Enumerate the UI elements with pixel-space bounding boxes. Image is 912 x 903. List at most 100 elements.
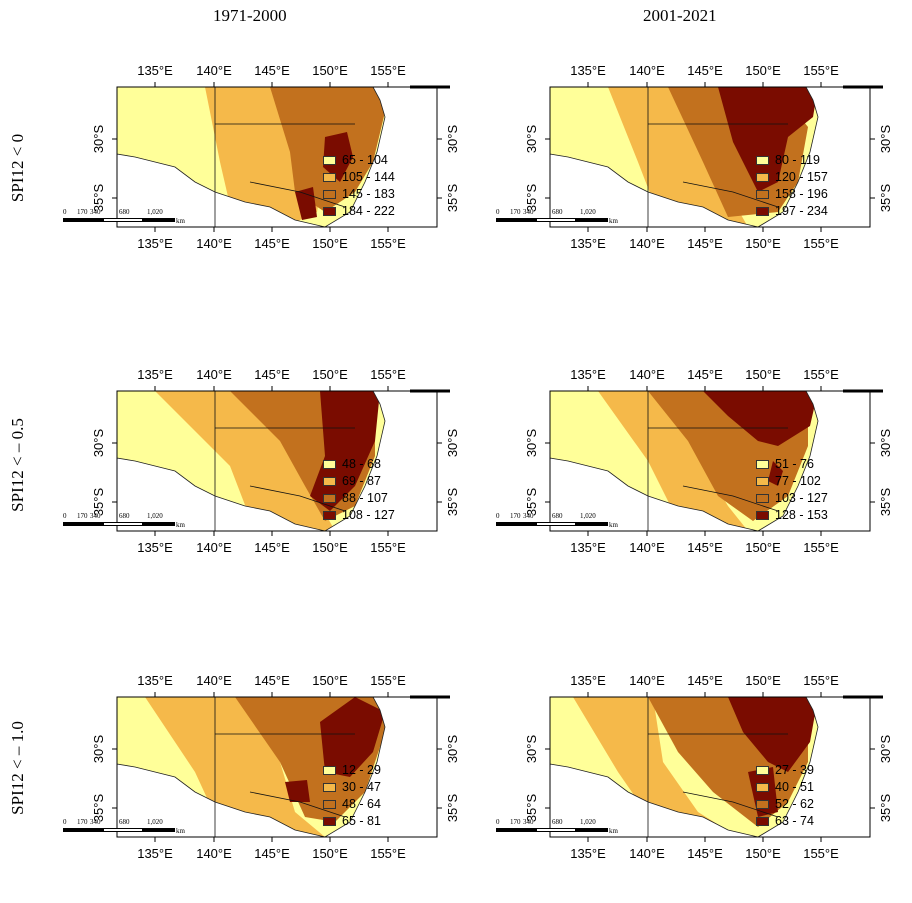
scale-label: 170	[77, 208, 88, 216]
scale-label: 0	[496, 818, 500, 826]
lat-tick-label-left: 30°S	[524, 735, 539, 764]
lon-tick-label-bottom: 150°E	[745, 236, 781, 251]
lat-tick-label-left: 35°S	[91, 794, 106, 823]
scale-label: 170	[77, 818, 88, 826]
zone-class-2	[608, 87, 748, 227]
scale-bar-segment	[496, 828, 536, 832]
legend: 65 - 104 105 - 144 145 - 183 184 - 222	[323, 152, 395, 220]
legend-label: 48 - 64	[342, 797, 381, 811]
lon-tick-label-top: 155°E	[803, 367, 839, 382]
legend-item: 105 - 144	[323, 169, 395, 186]
lon-tick-label-bottom: 135°E	[570, 846, 606, 861]
lat-tick-label-left: 30°S	[91, 429, 106, 458]
legend-label: 88 - 107	[342, 491, 388, 505]
map-frame	[116, 390, 438, 532]
scale-bar: 0 170 340 680 1,020 km	[496, 512, 666, 534]
lon-tick-label-bottom: 155°E	[370, 540, 406, 555]
legend-swatch	[323, 190, 336, 199]
scale-bar: 0 170 340 680 1,020 km	[63, 512, 233, 534]
lat-tick-label-right: 35°S	[878, 794, 893, 823]
scale-bar: 0 170 340 680 1,020 km	[496, 818, 666, 840]
lon-tick-label-top: 140°E	[196, 673, 232, 688]
lon-tick-label-bottom: 135°E	[137, 540, 173, 555]
legend-label: 128 - 153	[775, 508, 828, 522]
lon-tick-label-top: 140°E	[629, 673, 665, 688]
legend-swatch	[323, 817, 336, 826]
lat-tick-label-left: 30°S	[91, 125, 106, 154]
scale-bar: 0 170 340 680 1,020 km	[63, 818, 233, 840]
legend-swatch	[323, 460, 336, 469]
lon-tick-label-top: 145°E	[254, 63, 290, 78]
legend-item: 69 - 87	[323, 473, 395, 490]
scale-bar-segment	[103, 218, 143, 222]
lon-tick-label-top: 145°E	[687, 63, 723, 78]
legend-item: 184 - 222	[323, 203, 395, 220]
legend-swatch	[323, 477, 336, 486]
legend-label: 120 - 157	[775, 170, 828, 184]
lat-tick-label-left: 30°S	[524, 429, 539, 458]
lat-tick-label-right: 35°S	[445, 794, 460, 823]
scale-label: 170	[510, 512, 521, 520]
scale-label: 0	[63, 208, 67, 216]
scale-label: 340	[90, 208, 101, 216]
lat-tick-label-right: 35°S	[878, 488, 893, 517]
lat-tick-label-left: 35°S	[524, 488, 539, 517]
legend-label: 77 - 102	[775, 474, 821, 488]
lon-tick-label-top: 135°E	[570, 63, 606, 78]
state-borders	[647, 87, 788, 227]
legend-label: 12 - 29	[342, 763, 381, 777]
zone-class-2	[145, 697, 325, 837]
scale-label: 340	[523, 512, 534, 520]
map-svg: 135°E 135°E 140°E 140°E 145°E 145°E 150°E 150°E…	[524, 367, 893, 555]
scale-bar-segment	[496, 218, 536, 222]
legend-item: 128 - 153	[756, 507, 828, 524]
coastline	[549, 86, 819, 228]
scale-bar-segment	[576, 828, 608, 832]
state-borders	[214, 697, 355, 837]
lon-tick-label-top: 155°E	[370, 673, 406, 688]
legend-label: 103 - 127	[775, 491, 828, 505]
map-svg: 135°E 135°E 140°E 140°E 145°E 145°E 150°E 150°E…	[524, 673, 893, 861]
lon-tick-label-bottom: 135°E	[137, 236, 173, 251]
legend-label: 27 - 39	[775, 763, 814, 777]
coastline	[116, 390, 386, 532]
lat-tick-label-right: 30°S	[878, 125, 893, 154]
lon-tick-label-bottom: 145°E	[254, 846, 290, 861]
lon-tick-label-bottom: 155°E	[370, 846, 406, 861]
lat-tick-label-right: 30°S	[445, 429, 460, 458]
legend-swatch	[756, 156, 769, 165]
scale-label: 680	[119, 818, 130, 826]
lon-tick-label-bottom: 140°E	[196, 846, 232, 861]
lat-tick-label-right: 35°S	[445, 184, 460, 213]
lat-tick-label-right: 30°S	[878, 735, 893, 764]
legend-item: 88 - 107	[323, 490, 395, 507]
legend-item: 197 - 234	[756, 203, 828, 220]
scale-label: 1,020	[580, 818, 596, 826]
lon-tick-label-bottom: 150°E	[745, 846, 781, 861]
scale-label: km	[176, 827, 185, 835]
panel-2001-2021-spi12-lt-1.0: 135°E 135°E 140°E 140°E 145°E 145°E 150°E 150°E…	[488, 652, 893, 861]
lon-tick-label-top: 135°E	[570, 367, 606, 382]
lon-tick-label-bottom: 145°E	[687, 236, 723, 251]
lat-tick-label-right: 30°S	[445, 735, 460, 764]
lon-tick-label-top: 140°E	[196, 367, 232, 382]
lon-tick-label-top: 150°E	[312, 367, 348, 382]
legend-label: 80 - 119	[775, 153, 820, 167]
lon-tick-label-bottom: 135°E	[570, 540, 606, 555]
legend-swatch	[756, 800, 769, 809]
column-title-1971-2000: 1971-2000	[213, 6, 287, 25]
scale-label: km	[176, 521, 185, 529]
column-title-2001-2021: 2001-2021	[643, 6, 717, 25]
legend-swatch	[323, 173, 336, 182]
legend-item: 145 - 183	[323, 186, 395, 203]
lon-tick-label-bottom: 155°E	[803, 540, 839, 555]
scale-bar-segment	[143, 522, 175, 526]
scale-label: 680	[552, 208, 563, 216]
legend-label: 69 - 87	[342, 474, 381, 488]
legend-item: 30 - 47	[323, 779, 381, 796]
legend-swatch	[323, 511, 336, 520]
legend-label: 30 - 47	[342, 780, 381, 794]
legend-label: 145 - 183	[342, 187, 395, 201]
lat-tick-label-left: 35°S	[91, 184, 106, 213]
legend-label: 158 - 196	[775, 187, 828, 201]
